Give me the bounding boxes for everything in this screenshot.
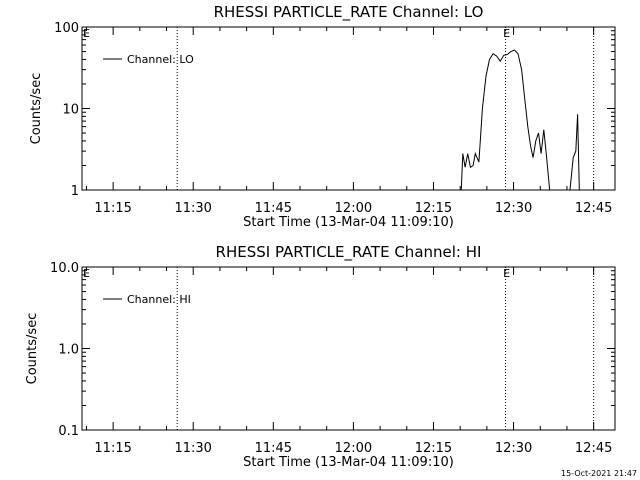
x-tick-label: 12:45 [575,201,612,216]
x-tick-label: 12:45 [575,441,612,456]
hi-channel-panel: RHESSI PARTICLE_RATE Channel: HI 11:15 11:… [25,243,616,470]
y-axis-label: Counts/sec [25,313,40,385]
y-axis-label: Counts/sec [29,73,44,145]
y-tick-label: 0.1 [58,424,79,439]
time-marker-label: E [503,27,510,40]
x-tick-label: 12:15 [415,201,452,216]
x-axis-label: Start Time (13-Mar-04 11:09:10) [243,215,454,230]
series-line [460,49,551,190]
time-marker-label: E [503,267,510,280]
lo-channel-panel: RHESSI PARTICLE_RATE Channel: LO 11:15 11:… [29,3,616,230]
x-tick-label: 12:00 [335,441,372,456]
footer-timestamp: 15-Oct-2021 21:47 [561,469,637,478]
y-tick-label: 1.0 [58,343,79,358]
y-tick-label: 10 [62,103,79,118]
chart-title: RHESSI PARTICLE_RATE Channel: HI [216,243,482,262]
x-tick-label: 11:45 [255,441,292,456]
x-tick-label: 12:15 [415,441,452,456]
plot-frame [81,266,616,431]
x-tick-label: 11:15 [94,441,131,456]
x-tick-label: 11:30 [174,201,211,216]
x-tick-label: 11:45 [255,201,292,216]
x-tick-label: 12:30 [495,201,532,216]
x-tick-label: 12:00 [335,201,372,216]
corner-e-marker: E [83,27,90,40]
series-line [569,114,580,190]
x-tick-label: 12:30 [495,441,532,456]
y-tick-label: 100 [54,21,79,36]
x-tick-label: 11:30 [174,441,211,456]
corner-e-marker: E [83,267,90,280]
legend-label: Channel: LO [127,53,194,66]
chart-title: RHESSI PARTICLE_RATE Channel: LO [214,3,484,22]
x-axis-label: Start Time (13-Mar-04 11:09:10) [243,455,454,470]
legend-label: Channel: HI [127,293,191,306]
x-tick-label: 11:15 [94,201,131,216]
plot-frame [81,26,616,191]
y-tick-label: 1 [71,184,79,199]
y-tick-label: 10.0 [50,261,79,276]
